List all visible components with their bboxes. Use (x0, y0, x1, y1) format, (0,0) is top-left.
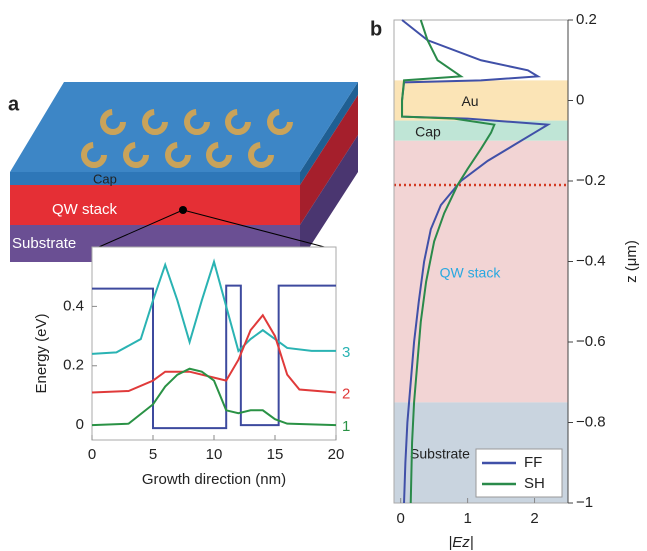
y-tick-label: −0.2 (576, 172, 606, 189)
x-tick-label: 10 (206, 446, 223, 463)
region-label: Substrate (410, 445, 470, 461)
legend-box (476, 449, 562, 497)
legend-label: SH (524, 475, 545, 492)
x-tick-label: 0 (397, 510, 405, 527)
x-axis-title: Growth direction (nm) (142, 471, 286, 488)
y-tick-label: −0.4 (576, 252, 606, 269)
y-tick-label: −0.8 (576, 413, 606, 430)
cap-layer (10, 172, 300, 185)
y-tick-label: 0.2 (63, 357, 84, 374)
zoom-dot (179, 206, 187, 214)
panel-label: a (8, 93, 20, 115)
x-tick-label: 5 (149, 446, 157, 463)
plot-area (92, 247, 336, 440)
panel-label: b (370, 18, 382, 40)
legend-label: FF (524, 454, 542, 471)
y-tick-label: 0 (576, 91, 584, 108)
x-tick-label: 1 (463, 510, 471, 527)
series-label: 1 (342, 418, 350, 435)
x-tick-label: 0 (88, 446, 96, 463)
layer-label: Cap (93, 171, 117, 186)
y-tick-label: 0.2 (576, 11, 597, 28)
figure: Cap QW stack Substrate a 0510152000.20.4… (0, 0, 647, 551)
y-tick-label: −1 (576, 494, 593, 511)
series-label: 2 (342, 385, 350, 402)
x-axis-title: |Ez| (448, 534, 473, 551)
region (394, 80, 568, 120)
x-tick-label: 2 (530, 510, 538, 527)
region-label: Cap (415, 123, 441, 139)
top-face (10, 82, 358, 172)
y-tick-label: 0.4 (63, 297, 84, 314)
y-axis-title: z (μm) (623, 240, 640, 283)
y-tick-label: 0 (76, 416, 84, 433)
y-tick-label: −0.6 (576, 333, 606, 350)
region-label: QW stack (440, 264, 502, 280)
region-label: Au (461, 93, 478, 109)
x-tick-label: 15 (267, 446, 284, 463)
x-tick-label: 20 (328, 446, 345, 463)
y-axis-title: Energy (eV) (33, 313, 50, 393)
layer-label: Substrate (12, 235, 76, 252)
layer-label: QW stack (52, 201, 118, 218)
diagram: Cap QW stack Substrate a (8, 82, 358, 262)
series-label: 3 (342, 344, 350, 361)
